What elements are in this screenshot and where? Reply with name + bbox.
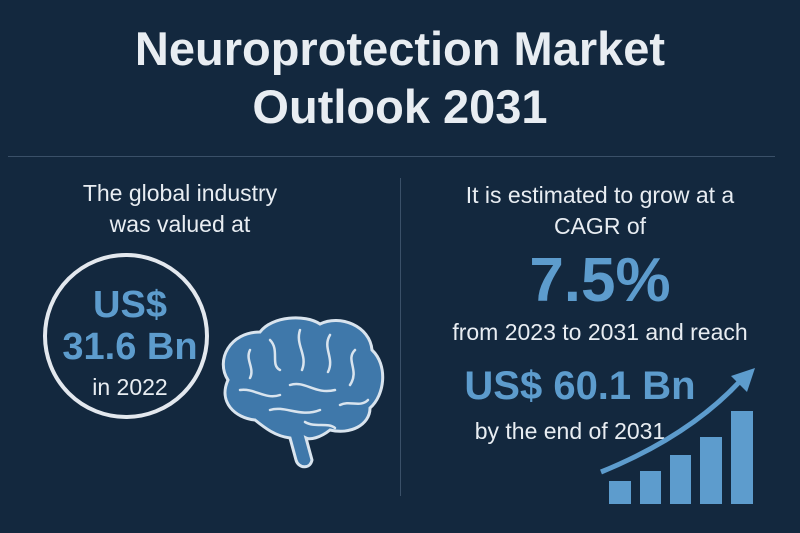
horizontal-divider	[8, 156, 775, 157]
value-circle	[43, 253, 209, 419]
right-intro: It is estimated to grow at a CAGR of	[410, 180, 790, 242]
title-line-1: Neuroprotection Market	[134, 22, 666, 75]
left-year: in 2022	[92, 374, 168, 400]
left-intro: The global industry was valued at	[40, 178, 320, 240]
growth-bar-chart-icon	[600, 368, 755, 504]
brain-icon	[221, 316, 385, 469]
title-line-2: Outlook 2031	[252, 80, 548, 133]
left-intro-line-2: was valued at	[109, 211, 251, 237]
period-text: from 2023 to 2031 and reach	[452, 319, 748, 345]
left-intro-line-1: The global industry	[82, 180, 278, 206]
forecast-value: US$ 60.1 Bn	[464, 364, 696, 408]
right-intro-line-2: CAGR of	[553, 213, 647, 239]
right-intro-line-1: It is estimated to grow at a	[465, 182, 735, 208]
cagr-value: 7.5%	[529, 246, 671, 315]
vertical-divider	[400, 178, 401, 496]
page-title: Neuroprotection Market Outlook 2031	[0, 20, 800, 136]
end-text: by the end of 2031	[474, 418, 666, 444]
left-value: 31.6 Bn	[62, 326, 198, 368]
left-currency: US$	[93, 284, 167, 326]
